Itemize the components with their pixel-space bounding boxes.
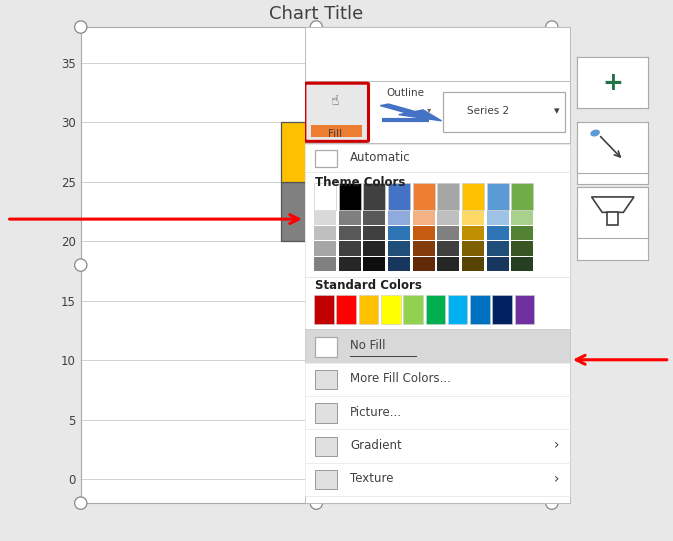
Bar (388, 211, 410, 225)
Bar (437, 226, 460, 240)
Text: ▾: ▾ (427, 104, 431, 114)
Text: No Fill: No Fill (350, 339, 386, 352)
Text: ›: › (554, 438, 559, 452)
Bar (462, 226, 484, 240)
Bar (316, 337, 336, 357)
Bar (339, 226, 361, 240)
Circle shape (546, 21, 558, 33)
Bar (425, 295, 445, 324)
Bar (511, 211, 534, 225)
Bar (437, 256, 460, 270)
Bar (359, 295, 378, 324)
Bar (316, 370, 336, 390)
Bar (462, 241, 484, 255)
Bar (388, 256, 410, 270)
Bar (413, 183, 435, 210)
Bar (511, 226, 534, 240)
Bar (413, 226, 435, 240)
Bar (314, 256, 336, 270)
Bar (314, 295, 334, 324)
Bar (493, 295, 512, 324)
Bar (437, 241, 460, 255)
Bar (413, 256, 435, 270)
Circle shape (75, 21, 87, 33)
Bar (462, 183, 484, 210)
Circle shape (75, 259, 87, 271)
Text: Series 2: Series 2 (467, 106, 509, 116)
Polygon shape (592, 197, 634, 212)
Bar (312, 124, 362, 137)
Text: Texture: Texture (350, 472, 394, 485)
Text: ▾: ▾ (554, 106, 559, 116)
Bar (363, 183, 386, 210)
Bar (607, 212, 618, 225)
Bar (487, 211, 509, 225)
Bar (339, 256, 361, 270)
Text: ☝: ☝ (331, 94, 340, 108)
Bar (448, 295, 468, 324)
Bar (487, 183, 509, 210)
Bar (487, 226, 509, 240)
Text: Theme Colors: Theme Colors (316, 176, 406, 189)
Bar (381, 295, 400, 324)
Bar (314, 183, 336, 210)
Bar (316, 404, 336, 423)
Circle shape (546, 497, 558, 509)
Bar (316, 150, 336, 167)
Bar (403, 295, 423, 324)
Bar (316, 437, 336, 456)
Bar (316, 470, 336, 489)
Bar (511, 183, 534, 210)
Bar (388, 183, 410, 210)
Bar (511, 241, 534, 255)
Bar (388, 241, 410, 255)
Text: Picture...: Picture... (350, 406, 402, 419)
Bar (511, 256, 534, 270)
Ellipse shape (590, 129, 600, 136)
Bar (388, 226, 410, 240)
Bar (339, 211, 361, 225)
Circle shape (75, 497, 87, 509)
Bar (363, 211, 386, 225)
Text: ▾: ▾ (366, 104, 371, 114)
Text: ›: › (554, 472, 559, 486)
Bar (336, 295, 356, 324)
Bar (462, 211, 484, 225)
Bar (314, 241, 336, 255)
Text: Automatic: Automatic (350, 151, 411, 164)
Bar (470, 295, 490, 324)
Text: Standard Colors: Standard Colors (316, 279, 423, 292)
Bar (314, 226, 336, 240)
Bar (314, 211, 336, 225)
Text: Outline: Outline (386, 88, 425, 97)
Bar (363, 241, 386, 255)
Bar (281, 182, 398, 241)
Bar (281, 122, 398, 182)
Bar (462, 256, 484, 270)
Bar (515, 295, 534, 324)
Text: Gradient: Gradient (350, 439, 402, 452)
Bar (487, 241, 509, 255)
Bar (363, 256, 386, 270)
Bar (339, 183, 361, 210)
FancyArrow shape (380, 104, 441, 121)
Text: Fill: Fill (328, 129, 343, 139)
Bar (339, 241, 361, 255)
Text: +: + (602, 70, 623, 95)
Bar (363, 226, 386, 240)
Bar (437, 183, 460, 210)
FancyBboxPatch shape (305, 83, 369, 141)
Bar (413, 211, 435, 225)
Circle shape (310, 21, 322, 33)
Bar (443, 93, 565, 132)
Circle shape (310, 497, 322, 509)
Circle shape (546, 259, 558, 271)
Bar (437, 211, 460, 225)
Bar (413, 241, 435, 255)
Title: Chart Title: Chart Title (269, 5, 363, 23)
Text: More Fill Colors...: More Fill Colors... (350, 372, 451, 385)
Bar (487, 256, 509, 270)
